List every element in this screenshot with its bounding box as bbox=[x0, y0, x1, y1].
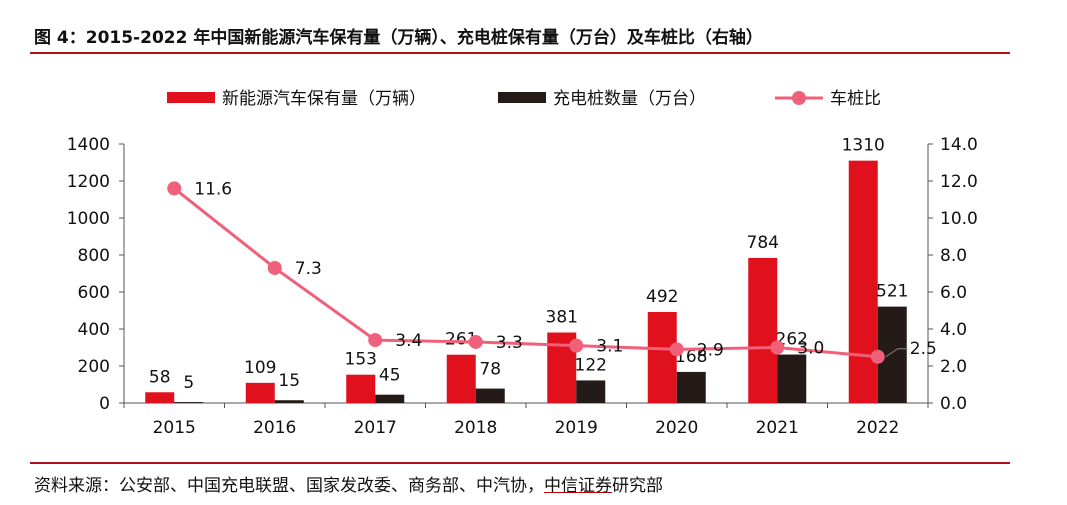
ev-stock-value-label: 784 bbox=[747, 233, 779, 253]
ratio-point bbox=[569, 338, 584, 353]
ev-stock-value-label: 1310 bbox=[842, 136, 885, 156]
left-tick-label: 1000 bbox=[67, 209, 110, 229]
ratio-point bbox=[669, 342, 684, 357]
ratio-label-leader bbox=[885, 348, 908, 358]
left-tick-label: 0 bbox=[99, 394, 110, 414]
x-tick-label: 2018 bbox=[454, 418, 497, 438]
charger-count-value-label: 5 bbox=[183, 373, 194, 393]
ev-stock-bar bbox=[245, 382, 275, 403]
left-tick-label: 1400 bbox=[67, 135, 110, 155]
charger-count-value-label: 122 bbox=[575, 355, 607, 375]
legend-ratio-label: 车桩比 bbox=[830, 89, 881, 109]
charger-count-value-label: 262 bbox=[776, 330, 808, 350]
right-tick-label: 6.0 bbox=[940, 283, 967, 303]
source-suffix: 研究部 bbox=[612, 476, 663, 496]
ev-stock-value-label: 109 bbox=[244, 358, 276, 378]
right-tick-label: 4.0 bbox=[940, 320, 967, 340]
ratio-value-label: 3.0 bbox=[797, 339, 824, 359]
right-tick-label: 10.0 bbox=[940, 209, 978, 229]
charger-count-bar bbox=[375, 394, 405, 403]
x-tick-label: 2021 bbox=[756, 418, 799, 438]
ev-stock-bar bbox=[647, 311, 677, 403]
ev-stock-bar bbox=[446, 354, 476, 403]
ev-stock-value-label: 381 bbox=[546, 308, 578, 328]
ratio-value-label: 7.3 bbox=[295, 259, 322, 279]
title-divider bbox=[30, 52, 1010, 54]
charger-count-value-label: 521 bbox=[876, 282, 908, 302]
source-prefix: 资料来源：公安部、中国充电联盟、国家发改委、商务部、中汽协， bbox=[34, 476, 544, 496]
x-tick-label: 2022 bbox=[856, 418, 899, 438]
figure-title: 图 4：2015-2022 年中国新能源汽车保有量（万辆）、充电桩保有量（万台）… bbox=[34, 28, 763, 48]
ratio-value-label: 2.9 bbox=[697, 340, 724, 360]
ratio-point bbox=[368, 333, 383, 348]
ratio-point bbox=[468, 334, 483, 349]
right-tick-label: 0.0 bbox=[940, 394, 967, 414]
source-note: 资料来源：公安部、中国充电联盟、国家发改委、商务部、中汽协，中信证券研究部 bbox=[34, 471, 663, 496]
x-tick-label: 2019 bbox=[555, 418, 598, 438]
charger-count-value-label: 78 bbox=[479, 360, 501, 380]
charger-count-value-label: 45 bbox=[379, 366, 401, 386]
left-tick-label: 600 bbox=[78, 283, 110, 303]
ev-stock-value-label: 58 bbox=[149, 367, 171, 387]
charger-count-bar bbox=[576, 380, 606, 403]
x-tick-label: 2015 bbox=[153, 418, 196, 438]
right-tick-label: 2.0 bbox=[940, 357, 967, 377]
charger-count-bar bbox=[274, 400, 304, 403]
charger-count-bar bbox=[777, 354, 807, 403]
left-tick-label: 200 bbox=[78, 357, 110, 377]
ratio-value-label: 3.3 bbox=[496, 333, 523, 353]
vehicle-charger-ratio-line bbox=[173, 187, 878, 359]
x-tick-label: 2016 bbox=[253, 418, 296, 438]
ratio-point bbox=[870, 349, 885, 364]
charger-count-bar bbox=[676, 371, 706, 403]
x-tick-label: 2017 bbox=[354, 418, 397, 438]
ratio-value-label: 3.1 bbox=[596, 337, 623, 357]
right-tick-label: 12.0 bbox=[940, 172, 978, 192]
right-tick-label: 14.0 bbox=[940, 135, 978, 155]
ev-stock-bar bbox=[346, 374, 376, 403]
legend-ratio-marker bbox=[792, 91, 806, 105]
legend-ev-stock-swatch bbox=[167, 92, 215, 103]
source-divider bbox=[30, 462, 1010, 464]
legend-ev-stock-label: 新能源汽车保有量（万辆） bbox=[222, 89, 426, 109]
ratio-point bbox=[267, 260, 282, 275]
ratio-value-label: 2.5 bbox=[910, 339, 937, 359]
ev-stock-value-label: 153 bbox=[345, 350, 377, 370]
ratio-point bbox=[167, 181, 182, 196]
ev-stock-bar bbox=[748, 257, 778, 403]
ratio-value-label: 11.6 bbox=[194, 179, 232, 199]
ratio-value-label: 3.4 bbox=[395, 331, 422, 351]
ev-stock-bar bbox=[848, 160, 878, 403]
source-brand: 中信证券 bbox=[544, 476, 612, 496]
ev-stock-bar bbox=[145, 392, 175, 403]
left-tick-label: 800 bbox=[78, 246, 110, 266]
legend-charger-count-swatch bbox=[498, 92, 546, 103]
left-tick-label: 1200 bbox=[67, 172, 110, 192]
x-tick-label: 2020 bbox=[655, 418, 698, 438]
left-tick-label: 400 bbox=[78, 320, 110, 340]
ratio-point bbox=[770, 340, 785, 355]
charger-count-value-label: 15 bbox=[278, 371, 300, 391]
ev-stock-value-label: 492 bbox=[646, 287, 678, 307]
charger-count-bar bbox=[475, 388, 505, 403]
legend-charger-count-label: 充电桩数量（万台） bbox=[553, 89, 706, 109]
right-tick-label: 8.0 bbox=[940, 246, 967, 266]
charger-count-bar bbox=[174, 402, 204, 403]
